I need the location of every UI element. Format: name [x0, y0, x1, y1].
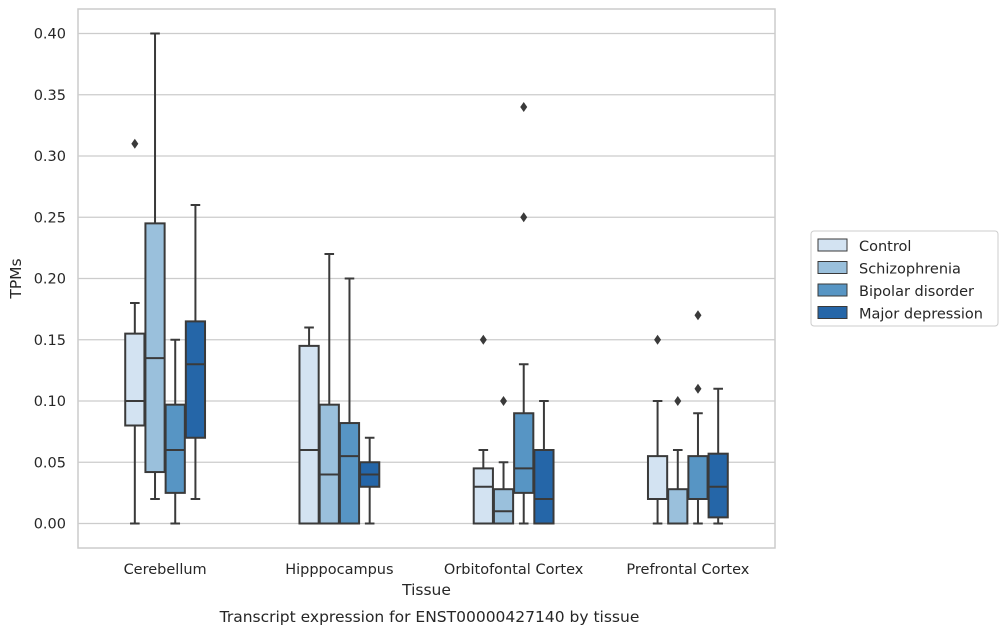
box-body	[144, 222, 166, 474]
box-major-depression	[533, 400, 555, 525]
box-major-depression	[184, 204, 207, 500]
y-tick-labels: 0.00 0.05 0.10 0.15 0.20 0.25 0.30 0.35 0.40	[34, 27, 66, 533]
box-body	[472, 467, 494, 525]
outlier-point	[674, 396, 682, 406]
legend-label: Schizophrenia	[859, 262, 961, 278]
box-body	[164, 403, 186, 494]
y-tick-label: 0.20	[34, 272, 66, 288]
boxes	[124, 32, 729, 525]
outlier-point	[654, 334, 662, 345]
box-control	[298, 326, 320, 525]
box-bipolar-disorder	[687, 310, 709, 525]
outlier-point	[520, 212, 528, 223]
outlier-point	[500, 396, 508, 406]
legend-item: Control	[817, 238, 911, 255]
box-schizophrenia	[144, 32, 166, 500]
box-control	[646, 334, 669, 525]
legend-item: Schizophrenia	[817, 261, 961, 278]
legend: Control Schizophrenia Bipolar disorder Majo…	[810, 230, 999, 327]
outlier-point	[131, 138, 139, 149]
y-tick-label: 0.10	[34, 394, 66, 410]
box-major-depression	[707, 387, 729, 525]
legend-item: Major depression	[817, 306, 983, 323]
legend-swatch	[817, 306, 848, 319]
box-body	[646, 455, 669, 500]
y-tick-label: 0.40	[34, 27, 66, 43]
legend-frame	[810, 230, 999, 327]
outlier-point	[520, 102, 528, 112]
box-body	[184, 320, 207, 439]
outlier-point	[479, 334, 487, 345]
x-tick-label: Orbitofontal Cortex	[444, 562, 584, 578]
box-body	[533, 449, 555, 525]
y-tick-label: 0.35	[34, 88, 66, 104]
box-schizophrenia	[318, 253, 340, 525]
box-body	[492, 488, 515, 525]
y-axis-label: TPMs	[7, 258, 25, 299]
box-schizophrenia	[667, 396, 689, 525]
y-tick-label: 0.05	[34, 455, 66, 471]
box-body	[124, 332, 146, 427]
box-body	[687, 455, 709, 500]
y-tick-label: 0.15	[34, 333, 66, 349]
x-axis-label: Tissue	[401, 581, 451, 599]
x-tick-label: Prefrontal Cortex	[626, 562, 749, 578]
legend-label: Bipolar disorder	[859, 284, 974, 300]
box-body	[707, 452, 729, 519]
legend-swatch	[817, 238, 848, 252]
x-tick-labels: Cerebellum Hipppocampus Orbitofontal Corte…	[124, 562, 750, 578]
box-control	[472, 334, 494, 525]
y-tick-label: 0.30	[34, 149, 66, 165]
box-bipolar-disorder	[164, 338, 186, 525]
legend-label: Control	[859, 239, 911, 255]
outlier-point	[694, 383, 702, 394]
box-bipolar-disorder	[338, 277, 361, 525]
box-body	[338, 422, 361, 525]
box-body	[513, 412, 535, 494]
box-bipolar-disorder	[513, 102, 535, 525]
box-body	[667, 488, 689, 525]
box-schizophrenia	[492, 396, 515, 525]
y-tick-label: 0.25	[34, 210, 66, 226]
figure-caption: Transcript expression for ENST0000042714…	[219, 608, 640, 626]
box-body	[318, 403, 340, 525]
plot-area-frame	[77, 8, 776, 549]
box-major-depression	[359, 436, 381, 525]
legend-swatch	[817, 261, 848, 274]
outlier-point	[694, 310, 702, 321]
box-control	[124, 138, 146, 525]
box-body	[298, 344, 320, 525]
x-tick-label: Cerebellum	[124, 562, 207, 578]
legend-swatch	[817, 283, 848, 297]
y-tick-label: 0.00	[34, 517, 66, 533]
x-tick-label: Hipppocampus	[285, 562, 393, 578]
legend-label: Major depression	[859, 307, 983, 323]
legend-item: Bipolar disorder	[817, 283, 974, 300]
